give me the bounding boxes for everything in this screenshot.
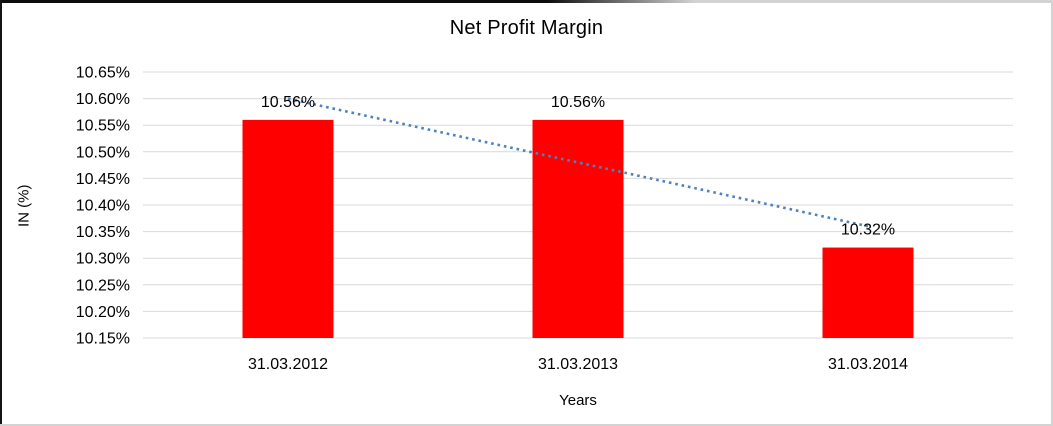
bar — [532, 119, 624, 338]
y-tick-label: 10.65% — [76, 65, 130, 82]
bar-value-label: 10.56% — [551, 94, 605, 111]
y-tick-label: 10.40% — [76, 198, 130, 215]
trendline — [287, 97, 869, 228]
frame-border-bottom — [0, 424, 1053, 426]
y-axis-title: IN (%) — [15, 184, 33, 228]
x-tick-label: 31.03.2013 — [538, 356, 618, 373]
y-tick-label: 10.55% — [76, 118, 130, 135]
y-tick-label: 10.45% — [76, 171, 130, 188]
bar — [822, 247, 914, 338]
frame-border-top — [0, 0, 1053, 3]
y-tick-label: 10.25% — [76, 277, 130, 294]
x-tick-label: 31.03.2012 — [248, 356, 328, 373]
frame-border-left — [0, 0, 2, 426]
y-tick-label: 10.50% — [76, 144, 130, 161]
frame-border-right — [1051, 0, 1053, 426]
x-tick-label: 31.03.2014 — [828, 356, 908, 373]
bar-value-label: 10.56% — [261, 94, 315, 111]
bar-value-label: 10.32% — [841, 222, 895, 239]
y-tick-label: 10.35% — [76, 224, 130, 241]
bar — [242, 119, 334, 338]
chart-title: Net Profit Margin — [449, 17, 604, 39]
y-tick-label: 10.15% — [76, 331, 130, 348]
y-tick-label: 10.20% — [76, 304, 130, 321]
y-tick-label: 10.30% — [76, 251, 130, 268]
y-tick-label: 10.60% — [76, 91, 130, 108]
x-axis-title: Years — [559, 392, 597, 409]
